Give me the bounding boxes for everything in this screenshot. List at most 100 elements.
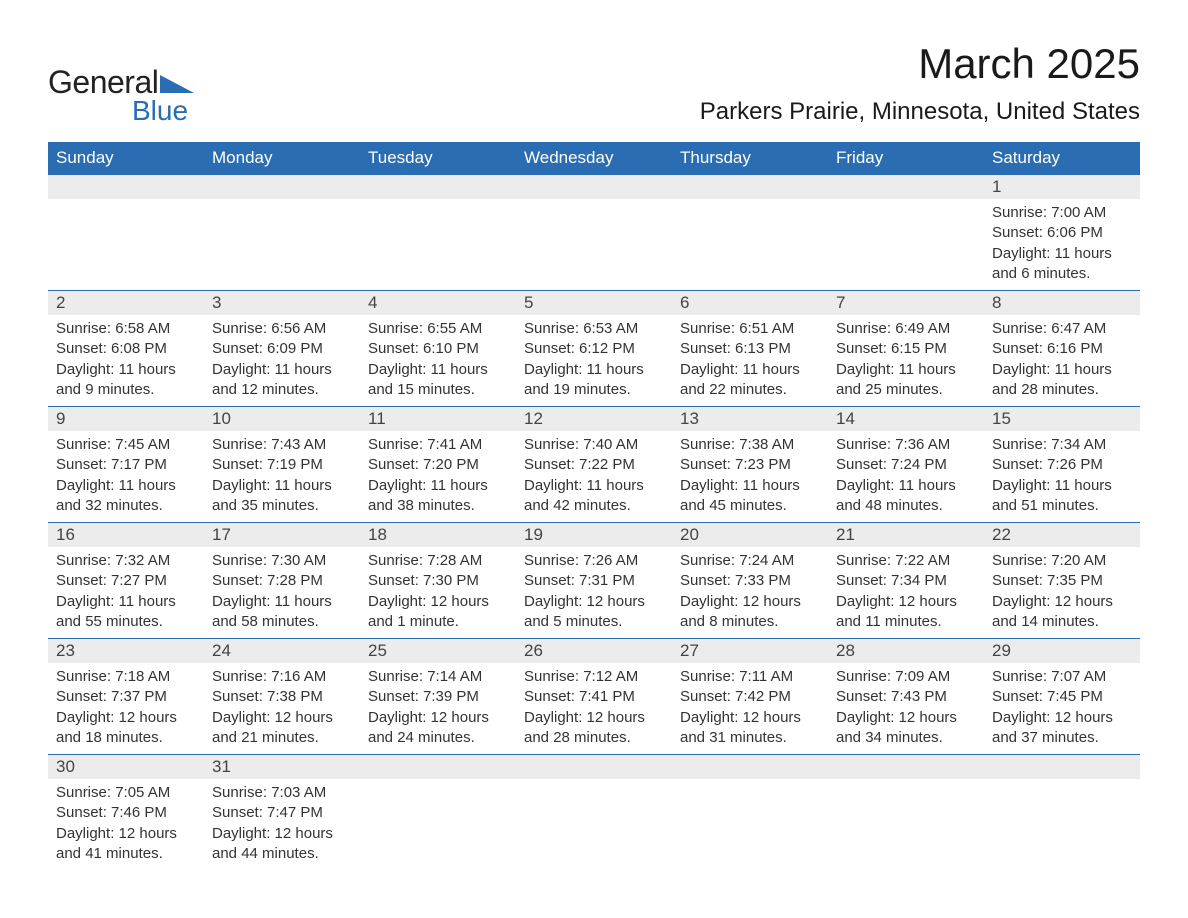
daylight-line: Daylight: 12 hours and 18 minutes. — [56, 708, 196, 749]
day-number: 15 — [984, 407, 1140, 431]
day-number: 24 — [204, 639, 360, 663]
day-cell: 11Sunrise: 7:41 AMSunset: 7:20 PMDayligh… — [360, 407, 516, 523]
daylight-line: Daylight: 12 hours and 11 minutes. — [836, 592, 976, 633]
empty-day — [204, 175, 360, 199]
sunset-line: Sunset: 7:28 PM — [212, 571, 352, 591]
sunrise-line: Sunrise: 7:16 AM — [212, 667, 352, 687]
day-body: Sunrise: 7:12 AMSunset: 7:41 PMDaylight:… — [516, 663, 672, 754]
brand-logo: General Blue — [48, 64, 194, 127]
day-body: Sunrise: 7:38 AMSunset: 7:23 PMDaylight:… — [672, 431, 828, 522]
sunrise-line: Sunrise: 7:14 AM — [368, 667, 508, 687]
daylight-line: Daylight: 11 hours and 6 minutes. — [992, 244, 1132, 285]
day-cell: 12Sunrise: 7:40 AMSunset: 7:22 PMDayligh… — [516, 407, 672, 523]
daylight-line: Daylight: 11 hours and 42 minutes. — [524, 476, 664, 517]
day-number: 2 — [48, 291, 204, 315]
daylight-line: Daylight: 11 hours and 25 minutes. — [836, 360, 976, 401]
sunrise-line: Sunrise: 6:49 AM — [836, 319, 976, 339]
sunrise-line: Sunrise: 7:40 AM — [524, 435, 664, 455]
sunset-line: Sunset: 6:09 PM — [212, 339, 352, 359]
day-body: Sunrise: 7:03 AMSunset: 7:47 PMDaylight:… — [204, 779, 360, 870]
empty-day — [828, 175, 984, 199]
daylight-line: Daylight: 12 hours and 44 minutes. — [212, 824, 352, 865]
daylight-line: Daylight: 11 hours and 38 minutes. — [368, 476, 508, 517]
sunset-line: Sunset: 7:26 PM — [992, 455, 1132, 475]
day-cell: 3Sunrise: 6:56 AMSunset: 6:09 PMDaylight… — [204, 291, 360, 407]
day-cell: 29Sunrise: 7:07 AMSunset: 7:45 PMDayligh… — [984, 639, 1140, 755]
day-body: Sunrise: 6:51 AMSunset: 6:13 PMDaylight:… — [672, 315, 828, 406]
day-body: Sunrise: 7:05 AMSunset: 7:46 PMDaylight:… — [48, 779, 204, 870]
sunrise-line: Sunrise: 7:28 AM — [368, 551, 508, 571]
day-body: Sunrise: 7:34 AMSunset: 7:26 PMDaylight:… — [984, 431, 1140, 522]
day-cell — [516, 175, 672, 291]
day-number: 21 — [828, 523, 984, 547]
day-header-row: SundayMondayTuesdayWednesdayThursdayFrid… — [48, 142, 1140, 175]
daylight-line: Daylight: 12 hours and 5 minutes. — [524, 592, 664, 633]
day-body: Sunrise: 7:11 AMSunset: 7:42 PMDaylight:… — [672, 663, 828, 754]
day-body: Sunrise: 7:43 AMSunset: 7:19 PMDaylight:… — [204, 431, 360, 522]
day-body: Sunrise: 7:16 AMSunset: 7:38 PMDaylight:… — [204, 663, 360, 754]
day-body: Sunrise: 7:45 AMSunset: 7:17 PMDaylight:… — [48, 431, 204, 522]
day-cell — [360, 755, 516, 871]
day-cell: 2Sunrise: 6:58 AMSunset: 6:08 PMDaylight… — [48, 291, 204, 407]
empty-day — [984, 755, 1140, 779]
day-cell: 28Sunrise: 7:09 AMSunset: 7:43 PMDayligh… — [828, 639, 984, 755]
week-row: 23Sunrise: 7:18 AMSunset: 7:37 PMDayligh… — [48, 639, 1140, 755]
day-cell: 22Sunrise: 7:20 AMSunset: 7:35 PMDayligh… — [984, 523, 1140, 639]
day-header-saturday: Saturday — [984, 142, 1140, 175]
sunrise-line: Sunrise: 7:24 AM — [680, 551, 820, 571]
day-cell: 30Sunrise: 7:05 AMSunset: 7:46 PMDayligh… — [48, 755, 204, 871]
day-number: 4 — [360, 291, 516, 315]
day-number: 3 — [204, 291, 360, 315]
day-cell: 21Sunrise: 7:22 AMSunset: 7:34 PMDayligh… — [828, 523, 984, 639]
day-cell — [672, 175, 828, 291]
week-row: 2Sunrise: 6:58 AMSunset: 6:08 PMDaylight… — [48, 291, 1140, 407]
day-number: 29 — [984, 639, 1140, 663]
day-cell: 19Sunrise: 7:26 AMSunset: 7:31 PMDayligh… — [516, 523, 672, 639]
day-header-tuesday: Tuesday — [360, 142, 516, 175]
sunrise-line: Sunrise: 7:22 AM — [836, 551, 976, 571]
day-body: Sunrise: 6:53 AMSunset: 6:12 PMDaylight:… — [516, 315, 672, 406]
day-body: Sunrise: 6:47 AMSunset: 6:16 PMDaylight:… — [984, 315, 1140, 406]
day-body: Sunrise: 7:00 AMSunset: 6:06 PMDaylight:… — [984, 199, 1140, 290]
sunset-line: Sunset: 6:15 PM — [836, 339, 976, 359]
day-body: Sunrise: 7:18 AMSunset: 7:37 PMDaylight:… — [48, 663, 204, 754]
sunset-line: Sunset: 7:46 PM — [56, 803, 196, 823]
daylight-line: Daylight: 12 hours and 34 minutes. — [836, 708, 976, 749]
day-number: 13 — [672, 407, 828, 431]
sunset-line: Sunset: 7:39 PM — [368, 687, 508, 707]
day-body: Sunrise: 7:28 AMSunset: 7:30 PMDaylight:… — [360, 547, 516, 638]
day-cell: 23Sunrise: 7:18 AMSunset: 7:37 PMDayligh… — [48, 639, 204, 755]
sunset-line: Sunset: 7:23 PM — [680, 455, 820, 475]
sunrise-line: Sunrise: 7:41 AM — [368, 435, 508, 455]
sunset-line: Sunset: 7:30 PM — [368, 571, 508, 591]
day-cell: 27Sunrise: 7:11 AMSunset: 7:42 PMDayligh… — [672, 639, 828, 755]
page-title: March 2025 — [700, 40, 1140, 88]
day-number: 14 — [828, 407, 984, 431]
sunset-line: Sunset: 7:38 PM — [212, 687, 352, 707]
day-header-thursday: Thursday — [672, 142, 828, 175]
sunset-line: Sunset: 6:06 PM — [992, 223, 1132, 243]
day-number: 20 — [672, 523, 828, 547]
sunset-line: Sunset: 7:27 PM — [56, 571, 196, 591]
sunrise-line: Sunrise: 7:12 AM — [524, 667, 664, 687]
day-number: 7 — [828, 291, 984, 315]
sunset-line: Sunset: 7:42 PM — [680, 687, 820, 707]
day-cell — [828, 755, 984, 871]
sunrise-line: Sunrise: 7:30 AM — [212, 551, 352, 571]
sunrise-line: Sunrise: 7:45 AM — [56, 435, 196, 455]
day-header-wednesday: Wednesday — [516, 142, 672, 175]
day-number: 23 — [48, 639, 204, 663]
sunrise-line: Sunrise: 7:32 AM — [56, 551, 196, 571]
daylight-line: Daylight: 11 hours and 22 minutes. — [680, 360, 820, 401]
daylight-line: Daylight: 11 hours and 48 minutes. — [836, 476, 976, 517]
sunrise-line: Sunrise: 7:43 AM — [212, 435, 352, 455]
day-number: 25 — [360, 639, 516, 663]
empty-day — [360, 175, 516, 199]
sunset-line: Sunset: 7:47 PM — [212, 803, 352, 823]
sunset-line: Sunset: 7:33 PM — [680, 571, 820, 591]
sunrise-line: Sunrise: 7:05 AM — [56, 783, 196, 803]
empty-day — [360, 755, 516, 779]
sunrise-line: Sunrise: 7:38 AM — [680, 435, 820, 455]
day-body: Sunrise: 6:58 AMSunset: 6:08 PMDaylight:… — [48, 315, 204, 406]
sunrise-line: Sunrise: 7:20 AM — [992, 551, 1132, 571]
